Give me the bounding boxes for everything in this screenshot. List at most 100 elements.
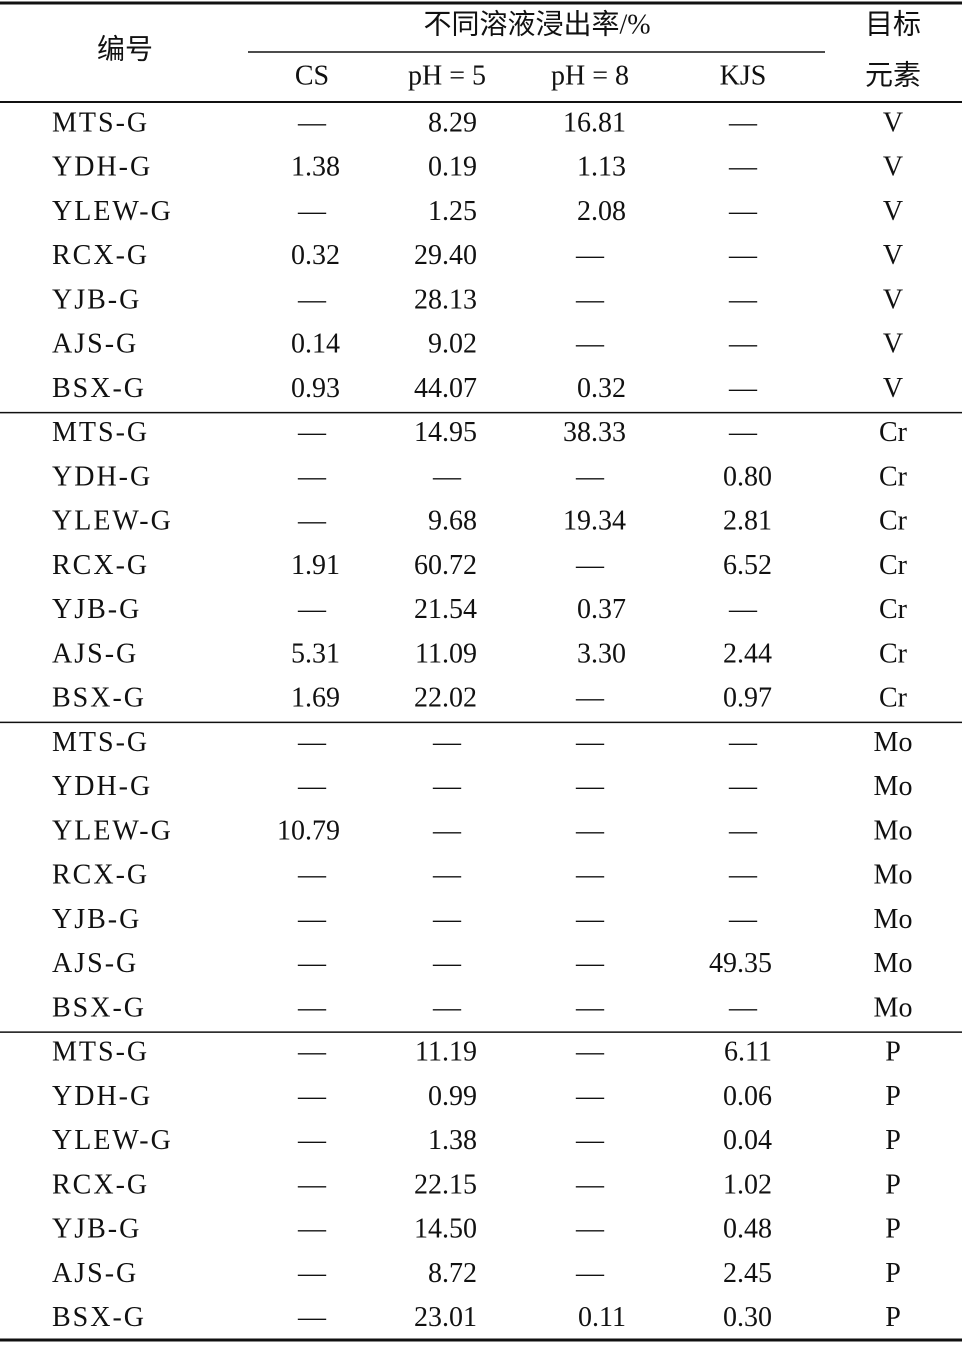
cell-value: — bbox=[432, 948, 462, 979]
cell-value: — bbox=[297, 860, 327, 891]
cell-value: 9.02 bbox=[428, 329, 477, 360]
cell-value: — bbox=[297, 1302, 327, 1333]
cell-value: 6.11 bbox=[724, 1037, 772, 1068]
cell-value: — bbox=[575, 948, 605, 979]
cell-value: 14.50 bbox=[414, 1214, 477, 1245]
cell-value: 5.31 bbox=[291, 638, 340, 669]
cell-value: 60.72 bbox=[414, 550, 477, 581]
cell-value: 1.69 bbox=[291, 683, 340, 714]
cell-value: 1.25 bbox=[428, 196, 477, 227]
cell-value: — bbox=[432, 815, 462, 846]
target-element: Cr bbox=[879, 417, 908, 448]
sample-id: AJS-G bbox=[52, 1258, 138, 1289]
cell-value: 0.97 bbox=[723, 683, 772, 714]
cell-value: 22.02 bbox=[414, 683, 477, 714]
cell-value: — bbox=[297, 948, 327, 979]
sample-id: RCX-G bbox=[52, 1169, 149, 1200]
cell-value: 0.06 bbox=[723, 1081, 772, 1112]
target-element: Cr bbox=[879, 506, 908, 537]
cell-value: — bbox=[575, 461, 605, 492]
cell-value: 22.15 bbox=[414, 1169, 477, 1200]
column-header: KJS bbox=[720, 60, 767, 91]
sample-id: AJS-G bbox=[52, 329, 138, 360]
cell-value: — bbox=[297, 1125, 327, 1156]
cell-value: — bbox=[297, 107, 327, 138]
cell-value: — bbox=[728, 594, 758, 625]
cell-value: 2.44 bbox=[723, 638, 772, 669]
sample-id: MTS-G bbox=[52, 727, 149, 758]
column-header: pH = 8 bbox=[551, 60, 629, 91]
sample-id: AJS-G bbox=[52, 638, 138, 669]
cell-value: — bbox=[728, 240, 758, 271]
target-element: Mo bbox=[874, 860, 913, 891]
cell-value: — bbox=[728, 771, 758, 802]
target-element: Mo bbox=[874, 992, 913, 1023]
sample-id: BSX-G bbox=[52, 992, 146, 1023]
target-element: P bbox=[885, 1258, 901, 1289]
cell-value: — bbox=[297, 417, 327, 448]
target-element: Cr bbox=[879, 461, 908, 492]
cell-value: — bbox=[575, 1125, 605, 1156]
target-element: V bbox=[883, 329, 903, 360]
sample-id: YJB-G bbox=[52, 1214, 141, 1245]
cell-value: 6.52 bbox=[723, 550, 772, 581]
cell-value: — bbox=[297, 1214, 327, 1245]
cell-value: — bbox=[728, 417, 758, 448]
cell-value: 28.13 bbox=[414, 284, 477, 315]
target-element: V bbox=[883, 107, 903, 138]
cell-value: — bbox=[575, 992, 605, 1023]
cell-value: — bbox=[728, 152, 758, 183]
sample-id: YLEW-G bbox=[52, 506, 173, 537]
cell-value: — bbox=[575, 1081, 605, 1112]
cell-value: — bbox=[575, 771, 605, 802]
cell-value: — bbox=[728, 992, 758, 1023]
cell-value: 49.35 bbox=[709, 948, 772, 979]
target-element: P bbox=[885, 1302, 901, 1333]
target-element: V bbox=[883, 240, 903, 271]
cell-value: 0.99 bbox=[428, 1081, 477, 1112]
cell-value: — bbox=[575, 240, 605, 271]
cell-value: 0.32 bbox=[291, 240, 340, 271]
cell-value: 2.08 bbox=[577, 196, 626, 227]
cell-value: 8.72 bbox=[428, 1258, 477, 1289]
header-target: 目标 bbox=[865, 8, 921, 40]
cell-value: 0.80 bbox=[723, 461, 772, 492]
cell-value: 11.19 bbox=[415, 1037, 477, 1068]
sample-id: YLEW-G bbox=[52, 815, 173, 846]
sample-id: AJS-G bbox=[52, 948, 138, 979]
cell-value: — bbox=[728, 196, 758, 227]
target-element: V bbox=[883, 373, 903, 404]
cell-value: 0.19 bbox=[428, 152, 477, 183]
cell-value: — bbox=[575, 727, 605, 758]
cell-value: 0.93 bbox=[291, 373, 340, 404]
sample-id: YDH-G bbox=[52, 771, 152, 802]
cell-value: — bbox=[297, 992, 327, 1023]
cell-value: 29.40 bbox=[414, 240, 477, 271]
cell-value: — bbox=[575, 815, 605, 846]
sample-id: YJB-G bbox=[52, 594, 141, 625]
cell-value: 2.45 bbox=[723, 1258, 772, 1289]
sample-id: MTS-G bbox=[52, 1037, 149, 1068]
target-element: Cr bbox=[879, 638, 908, 669]
header-target: 元素 bbox=[865, 59, 921, 91]
cell-value: — bbox=[297, 904, 327, 935]
cell-value: 1.38 bbox=[291, 152, 340, 183]
target-element: Mo bbox=[874, 815, 913, 846]
sample-id: RCX-G bbox=[52, 860, 149, 891]
cell-value: 1.38 bbox=[428, 1125, 477, 1156]
sample-id: YJB-G bbox=[52, 904, 141, 935]
cell-value: — bbox=[432, 727, 462, 758]
cell-value: 0.32 bbox=[577, 373, 626, 404]
cell-value: 3.30 bbox=[577, 638, 626, 669]
cell-value: — bbox=[575, 1258, 605, 1289]
sample-id: YDH-G bbox=[52, 152, 152, 183]
sample-id: RCX-G bbox=[52, 240, 149, 271]
cell-value: 23.01 bbox=[414, 1302, 477, 1333]
cell-value: 0.30 bbox=[723, 1302, 772, 1333]
cell-value: — bbox=[297, 506, 327, 537]
cell-value: 38.33 bbox=[563, 417, 626, 448]
cell-value: 0.37 bbox=[577, 594, 626, 625]
target-element: Cr bbox=[879, 683, 908, 714]
cell-value: — bbox=[432, 904, 462, 935]
